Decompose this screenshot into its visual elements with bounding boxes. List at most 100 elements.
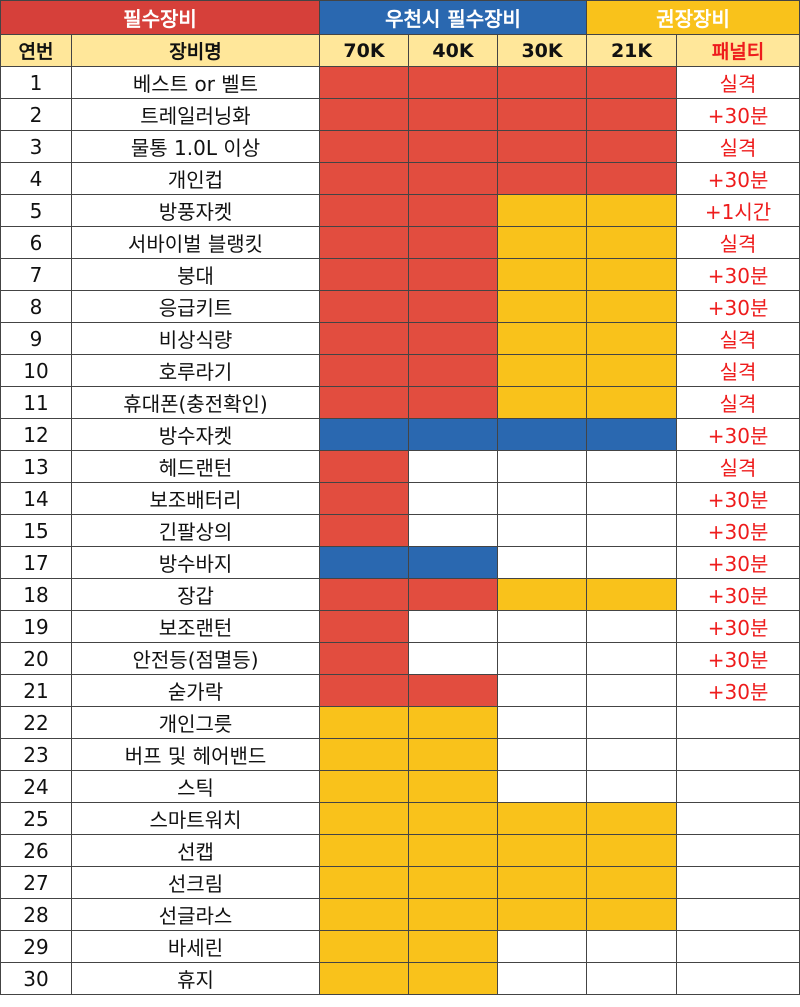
row-number: 24 <box>0 770 72 803</box>
equipment-name: 숟가락 <box>70 674 321 707</box>
equipment-name: 방풍자켓 <box>70 194 321 227</box>
penalty-cell: +30분 <box>676 578 800 611</box>
table-row: 12 방수자켓 +30분 <box>0 418 800 451</box>
requirement-cell-30k <box>497 866 588 899</box>
requirement-cell-21k <box>586 642 678 675</box>
requirement-cell-70k <box>319 130 410 163</box>
requirement-cell-30k <box>497 290 588 323</box>
equipment-name: 휴지 <box>70 962 321 995</box>
group-recommended: 권장장비 <box>586 0 800 35</box>
row-number: 9 <box>0 322 72 355</box>
requirement-cell-40k <box>408 226 499 259</box>
equipment-name: 스틱 <box>70 770 321 803</box>
requirement-cell-30k <box>497 514 588 547</box>
requirement-cell-21k <box>586 194 678 227</box>
equipment-name: 개인컵 <box>70 162 321 195</box>
requirement-cell-70k <box>319 770 410 803</box>
penalty-cell <box>676 706 800 739</box>
requirement-cell-21k <box>586 898 678 931</box>
row-number: 7 <box>0 258 72 291</box>
requirement-cell-21k <box>586 578 678 611</box>
equipment-name: 긴팔상의 <box>70 514 321 547</box>
requirement-cell-30k <box>497 642 588 675</box>
row-number: 2 <box>0 98 72 131</box>
row-number: 30 <box>0 962 72 995</box>
requirement-cell-70k <box>319 898 410 931</box>
requirement-cell-21k <box>586 418 678 451</box>
requirement-cell-21k <box>586 162 678 195</box>
penalty-cell: +30분 <box>676 642 800 675</box>
row-number: 12 <box>0 418 72 451</box>
requirement-cell-21k <box>586 802 678 835</box>
row-number: 6 <box>0 226 72 259</box>
table-row: 10 호루라기 실격 <box>0 354 800 387</box>
requirement-cell-30k <box>497 930 588 963</box>
requirement-cell-30k <box>497 834 588 867</box>
requirement-cell-30k <box>497 578 588 611</box>
penalty-cell: +30분 <box>676 610 800 643</box>
requirement-cell-21k <box>586 770 678 803</box>
penalty-cell <box>676 802 800 835</box>
table-row: 23 버프 및 헤어밴드 <box>0 738 800 771</box>
table-row: 22 개인그릇 <box>0 706 800 739</box>
requirement-cell-30k <box>497 322 588 355</box>
table-row: 2 트레일러닝화 +30분 <box>0 98 800 131</box>
table-row: 21 숟가락 +30분 <box>0 674 800 707</box>
row-number: 17 <box>0 546 72 579</box>
requirement-cell-70k <box>319 674 410 707</box>
table-row: 20 안전등(점멸등) +30분 <box>0 642 800 675</box>
penalty-cell <box>676 866 800 899</box>
requirement-cell-21k <box>586 706 678 739</box>
penalty-cell: 실격 <box>676 322 800 355</box>
requirement-cell-21k <box>586 354 678 387</box>
penalty-cell: 실격 <box>676 354 800 387</box>
requirement-cell-30k <box>497 258 588 291</box>
requirement-cell-70k <box>319 354 410 387</box>
requirement-cell-70k <box>319 738 410 771</box>
requirement-cell-30k <box>497 674 588 707</box>
row-number: 4 <box>0 162 72 195</box>
equipment-name: 물통 1.0L 이상 <box>70 130 321 163</box>
table-row: 3 물통 1.0L 이상 실격 <box>0 130 800 163</box>
requirement-cell-40k <box>408 258 499 291</box>
requirement-cell-40k <box>408 290 499 323</box>
table-row: 19 보조랜턴 +30분 <box>0 610 800 643</box>
group-rain-required: 우천시 필수장비 <box>319 0 588 35</box>
equipment-name: 휴대폰(충전확인) <box>70 386 321 419</box>
requirement-cell-21k <box>586 258 678 291</box>
equipment-name: 스마트워치 <box>70 802 321 835</box>
column-header-row: 연번 장비명 70K 40K 30K 21K 패널티 <box>0 34 800 67</box>
table-row: 28 선글라스 <box>0 898 800 931</box>
penalty-cell: 실격 <box>676 386 800 419</box>
requirement-cell-30k <box>497 130 588 163</box>
row-number: 27 <box>0 866 72 899</box>
requirement-cell-30k <box>497 482 588 515</box>
requirement-cell-40k <box>408 898 499 931</box>
table-row: 1 베스트 or 벨트 실격 <box>0 66 800 99</box>
row-number: 25 <box>0 802 72 835</box>
requirement-cell-70k <box>319 450 410 483</box>
requirement-cell-40k <box>408 610 499 643</box>
penalty-cell: +30분 <box>676 674 800 707</box>
requirement-cell-40k <box>408 194 499 227</box>
requirement-cell-70k <box>319 258 410 291</box>
requirement-cell-40k <box>408 162 499 195</box>
col-header-70k: 70K <box>319 34 410 67</box>
table-row: 29 바세린 <box>0 930 800 963</box>
requirement-cell-21k <box>586 386 678 419</box>
row-number: 14 <box>0 482 72 515</box>
requirement-cell-21k <box>586 66 678 99</box>
row-number: 20 <box>0 642 72 675</box>
penalty-cell <box>676 930 800 963</box>
requirement-cell-21k <box>586 930 678 963</box>
group-required: 필수장비 <box>0 0 321 35</box>
requirement-cell-21k <box>586 546 678 579</box>
requirement-cell-40k <box>408 546 499 579</box>
requirement-cell-21k <box>586 226 678 259</box>
requirement-cell-21k <box>586 98 678 131</box>
requirement-cell-70k <box>319 642 410 675</box>
table-row: 30 휴지 <box>0 962 800 995</box>
row-number: 26 <box>0 834 72 867</box>
requirement-cell-70k <box>319 962 410 995</box>
table-row: 14 보조배터리 +30분 <box>0 482 800 515</box>
